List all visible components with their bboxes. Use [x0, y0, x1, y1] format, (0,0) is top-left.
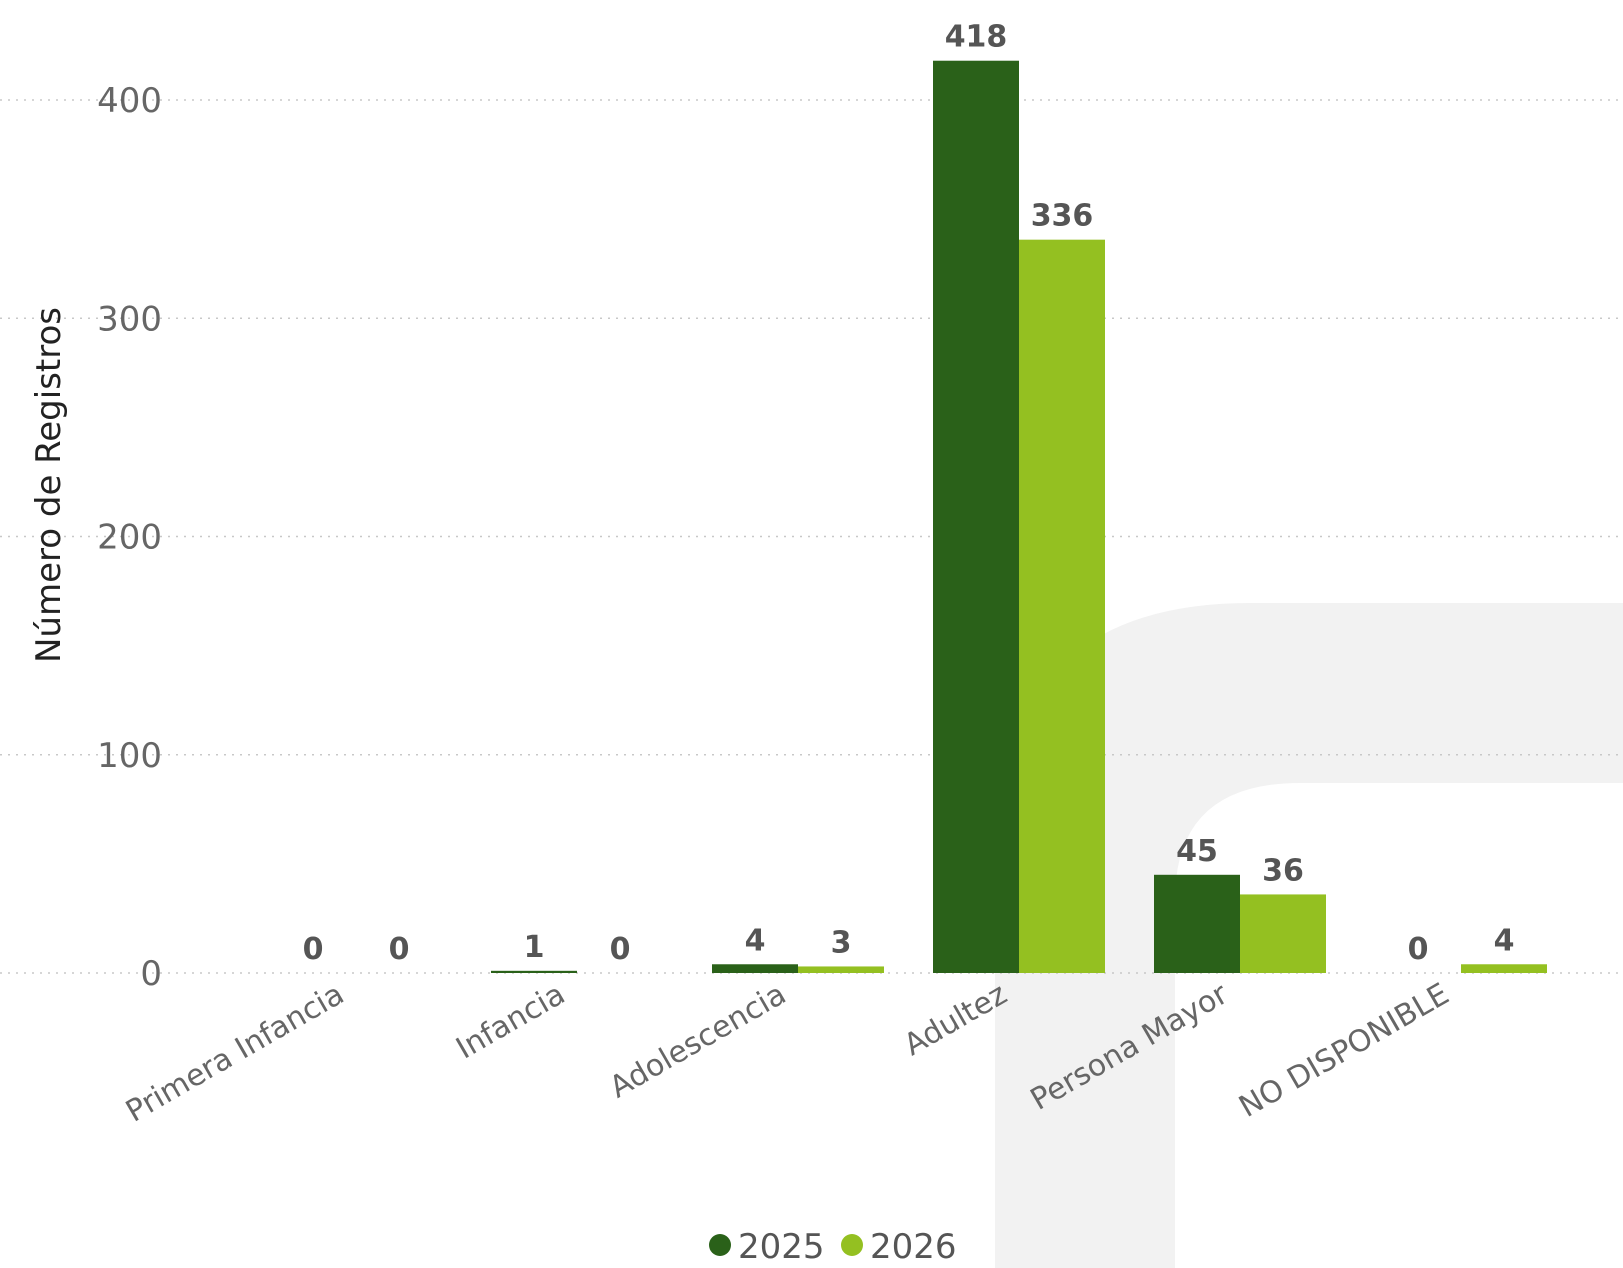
data-label-2025-1: 1: [524, 930, 545, 965]
bar-2025-3: [933, 60, 1019, 973]
category-label-1: Infancia: [450, 977, 571, 1067]
data-label-2025-0: 0: [303, 932, 324, 967]
bar-2025-2: [712, 964, 798, 973]
y-tick-label: 100: [97, 736, 162, 776]
bar-2025-1: [491, 970, 577, 973]
gridlines: [0, 99, 1623, 974]
data-labels: 0 0 1 0 4 3 418 336 45 36 0 4: [303, 20, 1515, 967]
bar-2026-4: [1240, 894, 1326, 973]
legend-label-2025: 2025: [738, 1227, 825, 1267]
y-tick-label: 0: [140, 954, 162, 994]
bar-2026-2: [798, 966, 884, 973]
bar-2025-4: [1154, 874, 1240, 973]
data-label-2026-5: 4: [1494, 923, 1515, 958]
legend-label-2026: 2026: [870, 1227, 957, 1267]
legend-marker-2025: [709, 1234, 731, 1256]
data-label-2025-2: 4: [745, 923, 766, 958]
y-tick-label: 400: [97, 81, 162, 121]
y-axis-ticks: 0 100 200 300 400: [97, 81, 162, 994]
data-label-2026-1: 0: [610, 932, 631, 967]
category-label-5: NO DISPONIBLE: [1233, 977, 1455, 1125]
bars: [491, 60, 1547, 973]
data-label-2025-3: 418: [945, 20, 1008, 55]
data-label-2026-4: 36: [1262, 853, 1304, 888]
y-tick-label: 200: [97, 518, 162, 558]
bar-2026-3: [1019, 239, 1105, 973]
data-label-2025-5: 0: [1408, 932, 1429, 967]
data-label-2026-3: 336: [1031, 199, 1094, 234]
y-tick-label: 300: [97, 299, 162, 339]
bar-2026-5: [1461, 964, 1547, 973]
data-label-2026-2: 3: [831, 925, 852, 960]
legend-marker-2026: [841, 1234, 863, 1256]
legend: 2025 2026: [709, 1227, 957, 1267]
category-labels: Primera Infancia Infancia Adolescencia Adul…: [120, 976, 1455, 1129]
category-label-2: Adolescencia: [604, 977, 792, 1106]
data-label-2025-4: 45: [1176, 834, 1218, 869]
category-label-0: Primera Infancia: [120, 977, 350, 1130]
data-label-2026-0: 0: [389, 932, 410, 967]
watermark-logo: [995, 603, 1623, 1268]
y-axis-title: Número de Registros: [29, 307, 69, 663]
